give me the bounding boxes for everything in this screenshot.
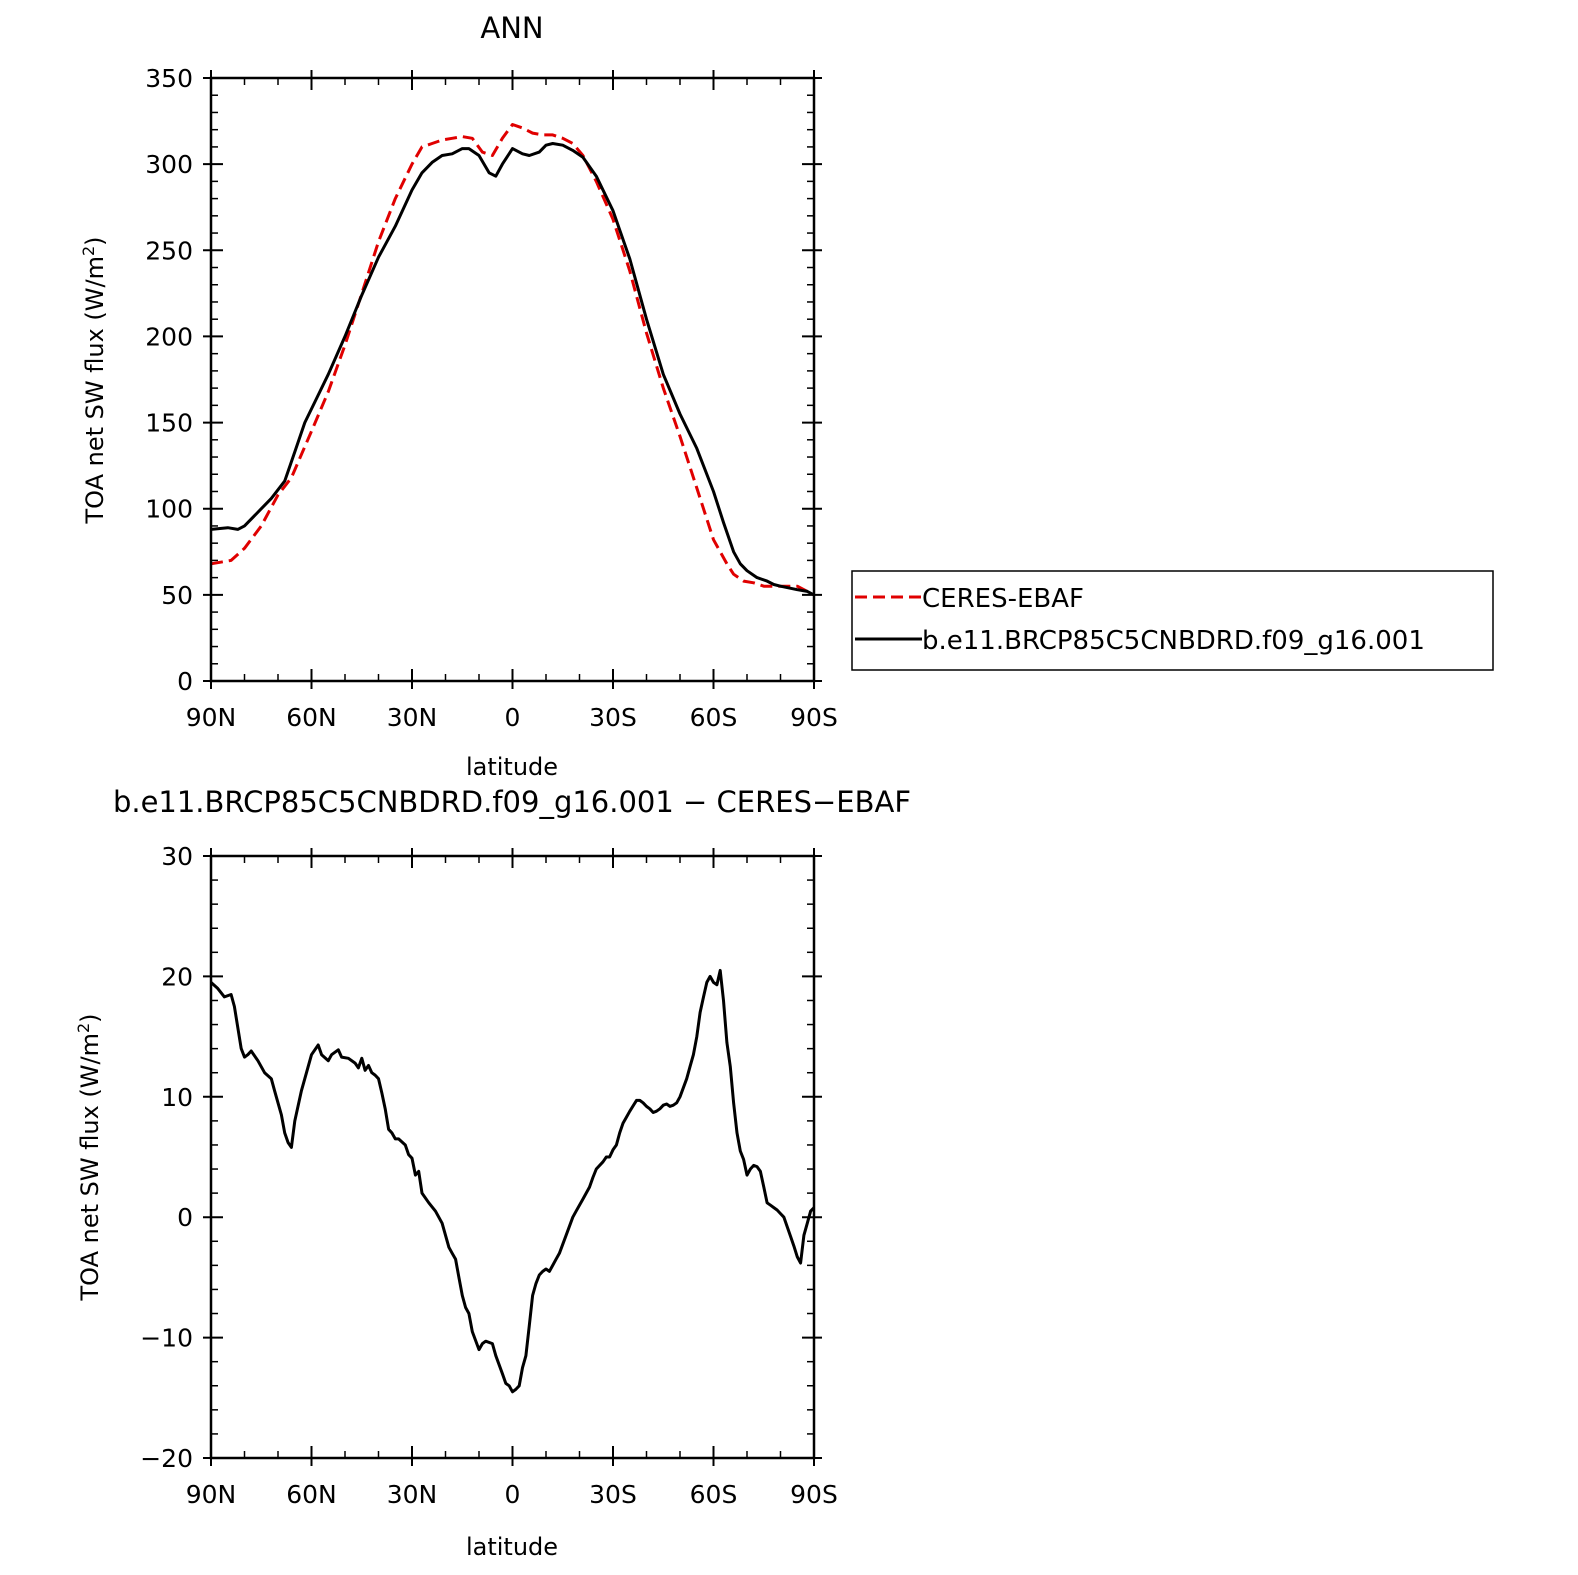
x-tick-label: 30N xyxy=(387,1480,438,1509)
y-tick-label: −10 xyxy=(140,1324,193,1353)
x-tick-label: 90N xyxy=(186,703,237,732)
x-tick-label: 30S xyxy=(589,1480,637,1509)
y-tick-label: 0 xyxy=(177,667,193,696)
y-tick-label: 150 xyxy=(145,409,193,438)
y-tick-label: 250 xyxy=(145,236,193,265)
x-tick-label: 0 xyxy=(505,703,521,732)
bottom-chart-x-axis-label: latitude xyxy=(466,1533,558,1561)
y-tick-label: −20 xyxy=(140,1444,193,1473)
y-tick-label: 100 xyxy=(145,495,193,524)
y-tick-label: 20 xyxy=(161,962,193,991)
x-tick-label: 0 xyxy=(505,1480,521,1509)
x-tick-label: 60N xyxy=(286,703,337,732)
top-chart-frame xyxy=(209,76,816,683)
x-tick-label: 90S xyxy=(790,703,838,732)
top-chart-y-axis-label: TOA net SW flux (W/m2) xyxy=(79,236,109,524)
bottom-chart-frame xyxy=(209,854,816,1460)
x-tick-label: 60N xyxy=(286,1480,337,1509)
top-chart-tick-labels: 90N 60N 30N 0 30S 60S 90S 0 50 100 150 200 250 300 350 xyxy=(145,64,838,732)
legend-label-model: b.e11.BRCP85C5CNBDRD.f09_g16.001 xyxy=(922,626,1425,656)
top-chart: ANN 90N 60N 30N 0 30S 60S 90S 0 50 100 150 200 250 30… xyxy=(79,11,1494,781)
y-tick-label: 10 xyxy=(161,1083,193,1112)
bottom-chart-y-axis-label: TOA net SW flux (W/m2) xyxy=(74,1013,104,1301)
x-tick-label: 60S xyxy=(690,703,738,732)
top-chart-ticks xyxy=(203,70,822,689)
legend-label-ceres: CERES-EBAF xyxy=(922,584,1084,614)
legend: CERES-EBAF b.e11.BRCP85C5CNBDRD.f09_g16.… xyxy=(851,570,1494,671)
series-line-1 xyxy=(210,142,815,597)
bottom-chart: b.e11.BRCP85C5CNBDRD.f09_g16.001 − CERES… xyxy=(74,785,911,1561)
top-chart-x-axis-label: latitude xyxy=(466,753,558,781)
bottom-chart-series xyxy=(209,968,816,1394)
legend-box xyxy=(851,570,1494,671)
x-tick-label: 30N xyxy=(387,703,438,732)
top-chart-title: ANN xyxy=(480,11,543,45)
top-chart-series xyxy=(210,123,815,597)
y-tick-label: 50 xyxy=(161,581,193,610)
y-tick-label: 350 xyxy=(145,64,193,93)
y-tick-label: 30 xyxy=(161,842,193,871)
x-tick-label: 90N xyxy=(186,1480,237,1509)
y-tick-label: 300 xyxy=(145,150,193,179)
series-line-0 xyxy=(209,968,816,1394)
x-tick-label: 90S xyxy=(790,1480,838,1509)
bottom-chart-tick-labels: 90N 60N 30N 0 30S 60S 90S −20 −10 0 10 20 30 xyxy=(140,842,838,1509)
x-tick-label: 60S xyxy=(690,1480,738,1509)
x-tick-label: 30S xyxy=(589,703,637,732)
bottom-chart-title: b.e11.BRCP85C5CNBDRD.f09_g16.001 − CERES… xyxy=(113,785,911,819)
y-tick-label: 0 xyxy=(177,1203,193,1232)
bottom-chart-ticks xyxy=(203,848,822,1466)
y-tick-label: 200 xyxy=(145,322,193,351)
